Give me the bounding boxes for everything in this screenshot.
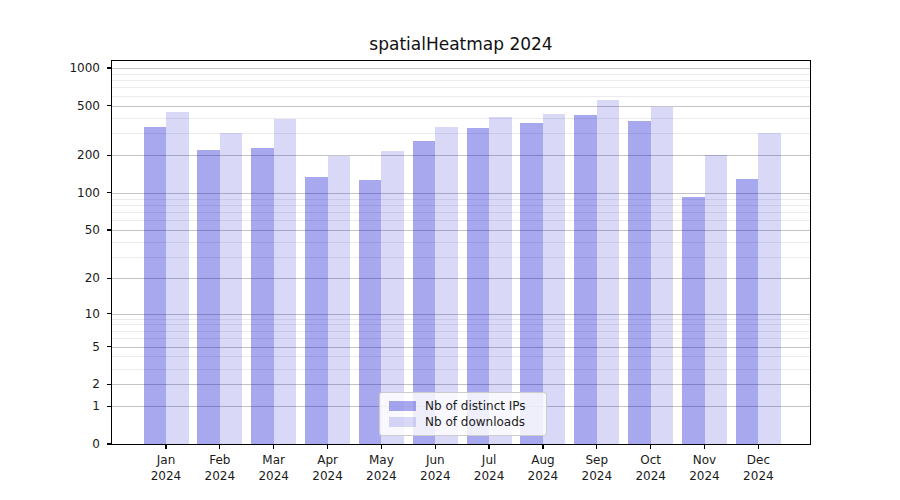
- y-tick-200: [107, 155, 112, 156]
- legend-swatch-distinct-ips: [389, 401, 416, 411]
- legend-row-downloads: Nb of downloads: [389, 414, 537, 430]
- x-label-mar: Mar2024: [244, 453, 304, 484]
- x-label-jun: Jun2024: [405, 453, 465, 484]
- x-tick-jul: [488, 444, 489, 449]
- chart-canvas: spatialHeatmap 2024 Nb of distinct IPs N…: [0, 0, 900, 500]
- gridline-minor-800: [112, 80, 810, 81]
- y-tick-50: [107, 229, 112, 230]
- bar-distinct-ips-apr: [305, 177, 328, 444]
- bar-downloads-dec: [758, 133, 781, 444]
- bar-distinct-ips-mar: [251, 148, 274, 444]
- bar-distinct-ips-nov: [682, 197, 705, 444]
- x-label-jan: Jan2024: [136, 453, 196, 484]
- bar-downloads-nov: [705, 155, 728, 444]
- y-tick-2: [107, 384, 112, 385]
- bar-distinct-ips-sep: [574, 115, 597, 444]
- x-tick-mar: [273, 444, 274, 449]
- y-tick-label-50: 50: [0, 222, 100, 238]
- bar-downloads-jan: [166, 112, 189, 444]
- y-tick-label-0: 0: [0, 436, 100, 452]
- bar-downloads-mar: [274, 119, 297, 444]
- bar-distinct-ips-jan: [144, 127, 167, 444]
- y-tick-1: [107, 406, 112, 407]
- gridline-minor-900: [112, 74, 810, 75]
- x-tick-dec: [758, 444, 759, 449]
- x-tick-oct: [650, 444, 651, 449]
- y-tick-label-200: 200: [0, 147, 100, 163]
- bar-distinct-ips-feb: [197, 150, 220, 444]
- y-tick-label-2: 2: [0, 376, 100, 392]
- y-tick-label-5: 5: [0, 339, 100, 355]
- x-label-feb: Feb2024: [190, 453, 250, 484]
- bar-downloads-feb: [220, 133, 243, 445]
- gridline-minor-700: [112, 87, 810, 88]
- x-label-oct: Oct2024: [621, 453, 681, 484]
- y-tick-label-1000: 1000: [0, 60, 100, 76]
- plot-area: Nb of distinct IPs Nb of downloads 10005…: [112, 61, 810, 444]
- bar-downloads-apr: [328, 156, 351, 444]
- bar-downloads-oct: [651, 107, 674, 444]
- x-tick-apr: [327, 444, 328, 449]
- x-tick-jun: [435, 444, 436, 449]
- y-tick-label-1: 1: [0, 398, 100, 414]
- y-tick-label-10: 10: [0, 306, 100, 322]
- x-label-nov: Nov2024: [675, 453, 735, 484]
- gridline-minor-600: [112, 96, 810, 97]
- y-tick-label-500: 500: [0, 98, 100, 114]
- x-tick-jan: [165, 444, 166, 449]
- y-tick-100: [107, 192, 112, 193]
- legend-label-downloads: Nb of downloads: [425, 415, 525, 429]
- y-tick-1000: [107, 67, 112, 68]
- x-label-aug: Aug2024: [513, 453, 573, 484]
- y-tick-5: [107, 346, 112, 347]
- x-label-sep: Sep2024: [567, 453, 627, 484]
- x-label-jul: Jul2024: [459, 453, 519, 484]
- x-label-apr: Apr2024: [298, 453, 358, 484]
- y-tick-10: [107, 313, 112, 314]
- gridline-minor-300: [112, 133, 810, 134]
- x-tick-aug: [542, 444, 543, 449]
- gridline-minor-400: [112, 118, 810, 119]
- bar-distinct-ips-dec: [736, 179, 759, 444]
- y-tick-label-20: 20: [0, 270, 100, 286]
- gridline-major-500: [112, 106, 810, 107]
- y-tick-500: [107, 105, 112, 106]
- x-label-may: May2024: [351, 453, 411, 484]
- legend-label-distinct-ips: Nb of distinct IPs: [425, 399, 526, 413]
- y-tick-label-100: 100: [0, 185, 100, 201]
- x-tick-feb: [219, 444, 220, 449]
- x-tick-sep: [596, 444, 597, 449]
- x-label-dec: Dec2024: [728, 453, 788, 484]
- chart-title: spatialHeatmap 2024: [112, 34, 810, 54]
- bar-downloads-sep: [597, 100, 620, 444]
- y-tick-0: [107, 443, 112, 444]
- legend-swatch-downloads: [389, 417, 416, 427]
- bar-distinct-ips-oct: [628, 121, 651, 444]
- x-tick-nov: [704, 444, 705, 449]
- gridline-major-1000: [112, 68, 810, 69]
- legend-row-distinct-ips: Nb of distinct IPs: [389, 398, 537, 414]
- x-tick-may: [381, 444, 382, 449]
- y-tick-20: [107, 278, 112, 279]
- legend: Nb of distinct IPs Nb of downloads: [379, 392, 547, 436]
